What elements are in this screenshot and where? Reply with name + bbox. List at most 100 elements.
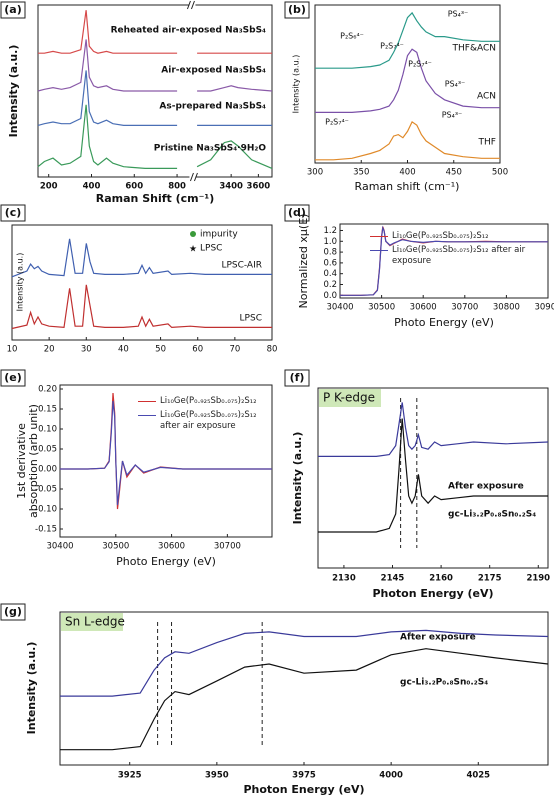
annotation: PS₄³⁻ <box>445 80 466 89</box>
y-tick-label: 0.4 <box>323 269 337 279</box>
x-tick-label: 2175 <box>478 574 502 584</box>
y-tick-label: 0.20 <box>38 385 57 395</box>
series-line <box>37 70 272 126</box>
panel-label: (a) <box>4 3 21 16</box>
panel-label-box <box>284 204 310 222</box>
annotation: P₂S₆⁴⁻ <box>340 32 364 41</box>
y-axis-label: Intensity (a.u.) <box>25 642 38 735</box>
legend-swatch <box>138 415 156 416</box>
legend-entry: Li₁₀Ge(P₀.₉₂₅Sb₀.₀₇₅)₂S₁₂ after air expo… <box>138 410 268 432</box>
x-tick-label: 2190 <box>526 574 550 584</box>
x-tick-label: 30700 <box>451 303 478 313</box>
series-label: THF <box>478 138 496 148</box>
annotation: P₂S₇⁴⁻ <box>325 118 349 127</box>
y-tick-label: 0.05 <box>38 445 57 455</box>
x-tick-label: 3975 <box>292 771 316 781</box>
axis-break <box>189 3 196 179</box>
panel: 200 400 600 800 3400 3600 Pristine Na₃SbS₄·9H₂… <box>0 0 273 205</box>
x-tick-label: 3925 <box>118 771 142 781</box>
x-tick-label: 50 <box>155 345 166 355</box>
x-tick-label: 4000 <box>379 771 403 781</box>
legend-symbol <box>190 231 196 237</box>
x-tick-label: 3600 <box>247 182 271 192</box>
x-tick-label: 60 <box>192 345 203 355</box>
x-tick-label: 600 <box>125 182 143 192</box>
panel: 2130 2145 2160 2175 2190 gc-Li₃.₂P₀.₈Sn₀.₂S₄ A… <box>284 369 550 600</box>
series-label: Pristine Na₃SbS₄·9H₂O <box>154 144 267 154</box>
panel-label-box <box>0 1 26 19</box>
y-tick-label: -0.05 <box>35 485 57 495</box>
panel: 30400 30500 30600 30700 0.20 0.15 0.10 0.05 0.00… <box>0 369 273 568</box>
y-tick-label: 1.2 <box>323 226 337 236</box>
annotation: P₂S₇⁴⁻ <box>380 42 404 51</box>
plot-frame <box>59 384 273 538</box>
title-box <box>319 389 381 407</box>
series-label: After exposure <box>400 633 476 643</box>
series-label: After exposure <box>448 482 524 492</box>
legend: Li₁₀Ge(P₀.₉₂₅Sb₀.₀₇₅)₂S₁₂ Li₁₀Ge(P₀.₉₂₅Sb… <box>370 231 540 270</box>
x-tick-label: 4025 <box>466 771 490 781</box>
legend: Li₁₀Ge(P₀.₉₂₅Sb₀.₀₇₅)₂S₁₂ Li₁₀Ge(P₀.₉₂₅Sb… <box>138 396 268 435</box>
x-tick-label: 30600 <box>158 542 185 552</box>
x-tick-label: 2160 <box>429 574 453 584</box>
x-tick-label: 200 <box>40 182 58 192</box>
x-tick-label: 2130 <box>332 574 356 584</box>
plot-frame <box>339 223 549 299</box>
x-tick-label: 70 <box>229 345 240 355</box>
x-tick-label: 40 <box>118 345 129 355</box>
panel: 3040030500306003070030800309000.00.20.40… <box>284 204 554 329</box>
x-tick-label: 30 <box>81 345 92 355</box>
legend-swatch <box>370 250 388 251</box>
series-label: LPSC <box>240 314 262 324</box>
y-axis-label: Intensity (a.u.) <box>7 45 20 138</box>
legend-entry: Li₁₀Ge(P₀.₉₂₅Sb₀.₀₇₅)₂S₁₂ <box>370 231 540 242</box>
series-label: Air-exposed Na₃SbS₄ <box>161 66 266 76</box>
plot-frame <box>314 4 501 164</box>
title-box <box>61 613 123 631</box>
y-axis-label: Normalized xμ(E) <box>297 214 310 309</box>
break-mark <box>190 0 195 10</box>
series-line <box>318 402 549 457</box>
panel-label-box <box>0 204 26 222</box>
x-tick-label: 400 <box>399 168 415 178</box>
series-line <box>60 629 549 697</box>
y-tick-label: -0.10 <box>35 505 57 515</box>
x-axis-label: Raman shift (cm⁻¹) <box>355 180 460 193</box>
x-tick-label: 350 <box>353 168 369 178</box>
panel-title: Sn L-edge <box>65 615 125 629</box>
y-tick-label: 0.6 <box>323 258 337 268</box>
series-label: LPSC-AIR <box>221 261 262 271</box>
break-mark <box>189 172 194 182</box>
series-line <box>340 225 548 296</box>
x-axis-label: Photon Energy (eV) <box>372 587 493 600</box>
plot-frame <box>317 387 549 569</box>
annotation: PS₄³⁻ <box>448 10 469 19</box>
panel-label: (f) <box>290 371 305 384</box>
series-label: ACN <box>477 92 496 102</box>
x-tick-label: 30400 <box>326 303 353 313</box>
y-tick-label: 0.10 <box>38 425 57 435</box>
x-tick-label: 30700 <box>214 542 241 552</box>
annotation: PS₄³⁻ <box>442 111 463 120</box>
series-line <box>315 11 500 69</box>
panel-title: P K-edge <box>323 391 375 405</box>
legend-label: Li₁₀Ge(P₀.₉₂₅Sb₀.₀₇₅)₂S₁₂ after air expo… <box>392 245 526 266</box>
x-tick-label: 10 <box>7 345 18 355</box>
legend-label: impurity <box>200 230 238 240</box>
legend-swatch <box>370 236 388 237</box>
legend-label: LPSC <box>200 244 222 254</box>
plot-frame <box>11 224 273 341</box>
x-tick-label: 400 <box>83 182 101 192</box>
legend-label: Li₁₀Ge(P₀.₉₂₅Sb₀.₀₇₅)₂S₁₂ <box>392 231 489 241</box>
panel: 300 350 400 450 500 THF ACN THF&ACN P₂S₆⁴⁻ P₂S₇⁴⁻… <box>284 1 508 193</box>
y-axis-label: Intensity (a.u.) <box>292 55 301 114</box>
panel-label: (e) <box>4 371 22 384</box>
y-axis-label: 1st derivative <box>15 423 28 499</box>
legend-entry: Li₁₀Ge(P₀.₉₂₅Sb₀.₀₇₅)₂S₁₂ <box>138 396 268 407</box>
legend-swatch <box>138 401 156 402</box>
break-mark <box>186 0 191 10</box>
